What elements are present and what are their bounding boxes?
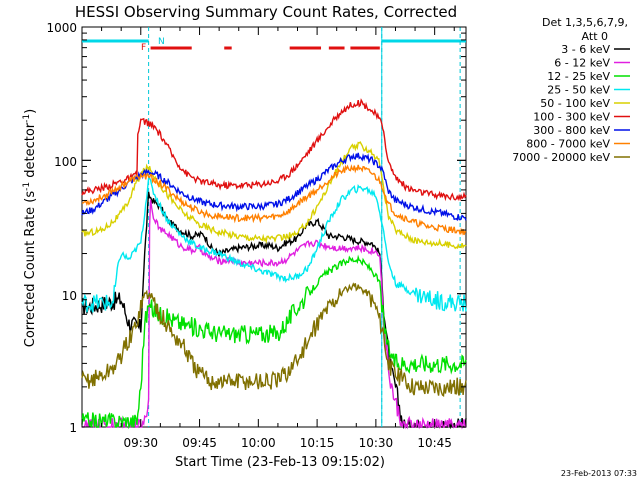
legend-entry-6: 300 - 800 keV [533, 124, 610, 137]
legend-entry-8: 7000 - 20000 keV [512, 151, 610, 164]
plot-frame [81, 26, 467, 428]
legend-entry-2: 12 - 25 keV [547, 70, 610, 83]
axis-ticks [81, 26, 466, 428]
x-tick-label: 10:15 [300, 436, 335, 450]
series-line-5 [81, 98, 467, 202]
x-tick-label: 09:30 [123, 436, 158, 450]
series-line-0 [81, 191, 467, 430]
series-line-7 [81, 164, 467, 236]
x-tick-label: 10:30 [359, 436, 394, 450]
legend-entry-3: 25 - 50 keV [547, 84, 610, 97]
legend-entry-5: 100 - 300 keV [533, 111, 610, 124]
y-tick-labels: 1 10 100 1000 [46, 21, 77, 435]
series-line-1 [82, 199, 466, 430]
legend-entry-7: 800 - 7000 keV [526, 138, 610, 151]
dashed-markers [148, 27, 461, 427]
chart-title: HESSI Observing Summary Count Rates, Cor… [75, 3, 457, 21]
series-line-6 [81, 152, 467, 222]
legend-entry-1: 6 - 12 keV [554, 57, 610, 70]
y-tick-label-10: 10 [62, 289, 77, 303]
legend-header-line-1: Det 1,3,5,6,7,9, [542, 16, 628, 29]
series-line-4 [81, 140, 467, 250]
y-tick-label-1: 1 [69, 421, 77, 435]
flag-f-label: F [141, 43, 146, 53]
flag-n-label: N [158, 37, 165, 47]
legend-header-line-2: Att 0 [582, 30, 608, 43]
x-tick-label: 10:45 [417, 436, 452, 450]
series-line-8 [81, 282, 467, 397]
x-axis-label: Start Time (23-Feb-13 09:15:02) [175, 455, 385, 470]
plot-area [81, 26, 467, 430]
x-tick-label: 09:45 [182, 436, 217, 450]
legend-entry-4: 50 - 100 keV [540, 97, 610, 110]
footer-timestamp: 23-Feb-2013 07:33 [561, 469, 637, 478]
legend-entry-0: 3 - 6 keV [561, 43, 610, 56]
series-line-2 [81, 254, 467, 430]
y-tick-label-100: 100 [54, 155, 77, 169]
y-axis-label: Corrected Count Rate (s-1 detector-1) [22, 109, 38, 347]
series-lines [81, 98, 467, 430]
y-tick-label-1000: 1000 [46, 21, 77, 35]
x-tick-labels: 09:30 09:45 10:00 10:15 10:30 10:45 [123, 436, 451, 450]
x-tick-label: 10:00 [241, 436, 276, 450]
series-line-3 [81, 177, 467, 313]
night-intervals [82, 27, 466, 427]
